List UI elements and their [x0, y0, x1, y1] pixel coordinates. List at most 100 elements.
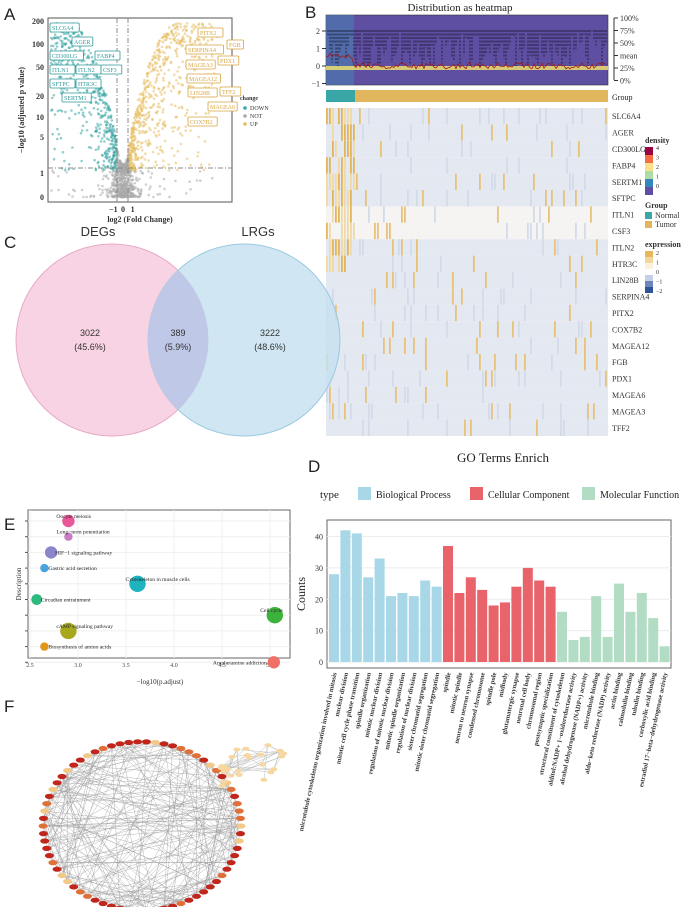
network-edge: [57, 782, 232, 863]
volcano-point: [174, 22, 178, 26]
x-axis-label: −log10(p.adjust): [137, 678, 184, 686]
heatmap-cell: [485, 370, 487, 387]
network-edge: [226, 848, 238, 870]
heatmap-cell: [350, 222, 352, 240]
volcano-point: [188, 180, 191, 183]
heatmap-cell: [413, 288, 415, 305]
volcano-point: [100, 114, 103, 117]
volcano-point: [134, 194, 138, 198]
volcano-point: [123, 181, 126, 184]
volcano-point: [139, 165, 143, 168]
volcano-point: [120, 164, 124, 168]
volcano-point: [108, 123, 112, 127]
heatmap-cell: [410, 157, 412, 174]
volcano-point: [71, 32, 75, 35]
heatmap-cell: [395, 140, 397, 158]
legend-title: change: [240, 96, 258, 102]
density-color-step: [645, 179, 653, 187]
x-tick-label: midbody: [498, 671, 510, 698]
volcano-point: [150, 70, 153, 73]
pathway-label: Oocyte meiosis: [56, 514, 91, 520]
volcano-point: [180, 134, 184, 137]
gene-label: PDX1: [220, 59, 235, 65]
gene-label: MAGEA6: [210, 105, 235, 111]
network-edge: [95, 886, 211, 901]
volcano-point: [121, 186, 125, 190]
volcano-point: [171, 84, 175, 88]
volcano-point: [157, 152, 160, 156]
y-axis-label: −log10 (adjusted p value): [17, 67, 26, 153]
volcano-point: [162, 97, 166, 101]
heatmap-cell: [506, 222, 508, 240]
volcano-point: [138, 129, 141, 133]
network-edge: [203, 760, 241, 834]
panel-label-e: E: [4, 515, 15, 534]
quantile-label: 50%: [620, 39, 635, 48]
volcano-point: [147, 126, 151, 130]
network-edge: [224, 754, 248, 767]
heatmap-row: [326, 157, 608, 174]
heatmap-cell: [578, 140, 580, 158]
network-edge: [49, 855, 63, 876]
network-edge: [43, 818, 144, 907]
network-edge: [73, 764, 223, 777]
volcano-point: [59, 35, 62, 38]
heatmap-cell: [437, 403, 439, 420]
heatmap-cell: [350, 173, 352, 190]
volcano-point: [144, 95, 148, 99]
volcano-point: [85, 56, 89, 59]
volcano-point: [140, 162, 143, 165]
bar: [363, 577, 374, 662]
volcano-point: [160, 99, 163, 102]
x-tick-label: 0: [121, 205, 125, 214]
volcano-point: [192, 23, 195, 27]
pathway-label: cAMP signaling pathway: [56, 624, 113, 630]
volcano-point: [102, 163, 105, 167]
volcano-point: [152, 131, 156, 134]
pathway-dot: [60, 622, 77, 640]
heatmap-cell: [515, 354, 517, 371]
volcano-point: [163, 91, 167, 94]
volcano-point: [153, 51, 156, 54]
volcano-point: [149, 176, 153, 179]
density-panel: [325, 14, 609, 86]
volcano-point: [147, 71, 151, 75]
volcano-point: [87, 49, 91, 52]
volcano-point: [138, 132, 141, 135]
heatmap-cell: [512, 321, 514, 338]
network-node: [235, 773, 243, 777]
heatmap-cell: [341, 157, 343, 174]
volcano-point: [128, 179, 131, 182]
volcano-point: [110, 158, 113, 161]
volcano-point: [101, 184, 104, 188]
legend-label: Molecular Function: [600, 490, 679, 501]
volcano-point: [181, 35, 185, 38]
volcano-point: [60, 42, 64, 45]
heatmap-cell: [524, 354, 526, 371]
network-edge: [210, 776, 223, 887]
volcano-point: [181, 60, 185, 63]
quantile-label: 25%: [620, 64, 635, 73]
heatmap-cell: [353, 140, 355, 158]
volcano-point: [52, 171, 55, 174]
heatmap-cell: [494, 354, 496, 371]
volcano-point: [203, 140, 207, 143]
heatmap-cell: [374, 304, 376, 322]
heatmap-cell: [584, 173, 586, 190]
volcano-point: [153, 56, 156, 59]
volcano-point: [111, 171, 114, 174]
heatmap-cell: [590, 321, 592, 338]
heatmap-cell: [536, 124, 538, 141]
heatmap-cell: [329, 108, 331, 125]
network-edge: [43, 818, 120, 907]
volcano-point: [160, 93, 163, 96]
network-edge: [46, 789, 232, 849]
volcano-point: [144, 152, 147, 155]
volcano-point: [162, 58, 165, 61]
volcano-point: [176, 38, 180, 42]
heatmap-cell: [362, 124, 364, 141]
pathway-label: Cytoskeleton in muscle cells: [126, 577, 190, 583]
network-node: [270, 767, 278, 772]
volcano-point: [91, 59, 94, 63]
heatmap-cell: [416, 190, 418, 207]
